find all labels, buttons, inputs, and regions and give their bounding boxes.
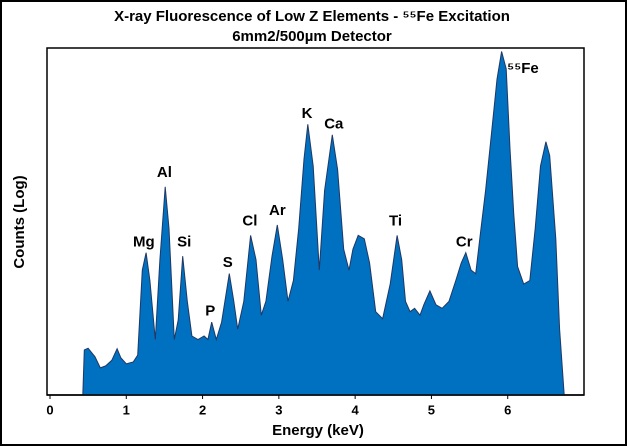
chart-title: X-ray Fluorescence of Low Z Elements - ⁵… xyxy=(114,8,510,25)
peak-label: Cl xyxy=(242,212,257,229)
peak-label: Al xyxy=(157,164,172,181)
spectrum-area xyxy=(82,51,565,396)
peak-label: Ti xyxy=(389,212,402,229)
x-tick-label: 1 xyxy=(123,402,130,417)
peak-label: K xyxy=(302,105,313,122)
y-axis-label: Counts (Log) xyxy=(11,175,28,268)
peak-label: S xyxy=(223,254,233,271)
x-tick-label: 4 xyxy=(352,402,360,417)
peak-label: Mg xyxy=(133,233,155,250)
peak-label: Ca xyxy=(324,115,344,132)
peak-label: ⁵⁵Fe xyxy=(507,60,539,77)
x-tick-label: 2 xyxy=(199,402,206,417)
x-tick-label: 5 xyxy=(428,402,435,417)
x-axis-label: Energy (keV) xyxy=(272,422,364,439)
peak-label: Ar xyxy=(269,202,286,219)
x-tick-label: 0 xyxy=(46,402,53,417)
peak-label: Cr xyxy=(456,233,473,250)
chart-subtitle: 6mm2/500µm Detector xyxy=(232,28,392,45)
x-tick-label: 6 xyxy=(504,402,511,417)
peak-label: P xyxy=(205,303,215,320)
x-tick-label: 3 xyxy=(275,402,282,417)
peak-label: Si xyxy=(177,233,191,250)
